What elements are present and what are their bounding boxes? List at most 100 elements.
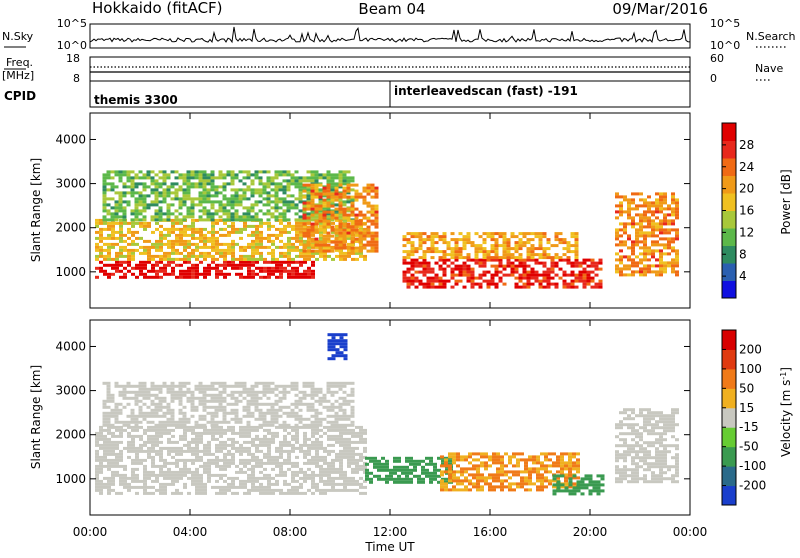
echo-cell — [131, 240, 135, 243]
echo-cell — [291, 270, 295, 273]
echo-cell — [159, 385, 163, 388]
echo-cell — [271, 468, 275, 471]
echo-cell — [219, 200, 223, 203]
echo-cell — [523, 259, 527, 262]
echo-cell — [215, 394, 219, 397]
echo-cell — [635, 435, 639, 438]
echo-cell — [263, 441, 267, 444]
echo-cell — [307, 188, 311, 191]
echo-cell — [495, 247, 499, 250]
echo-cell — [503, 283, 507, 286]
echo-cell — [275, 474, 279, 477]
echo-cell — [195, 176, 199, 179]
echo-cell — [215, 270, 219, 273]
echo-cell — [207, 477, 211, 480]
echo-cell — [147, 261, 151, 264]
echo-cell — [287, 264, 291, 267]
echo-cell — [483, 232, 487, 235]
echo-cell — [675, 198, 679, 201]
echo-cell — [139, 462, 143, 465]
echo-cell — [579, 265, 583, 268]
echo-cell — [411, 277, 415, 280]
echo-cell — [667, 213, 671, 216]
echo-cell — [183, 438, 187, 441]
echo-cell — [508, 482, 512, 485]
echo-cell — [647, 441, 651, 444]
echo-cell — [403, 238, 407, 241]
echo-cell — [440, 488, 444, 491]
echo-cell — [187, 258, 191, 261]
echo-cell — [239, 200, 243, 203]
echo-cell — [355, 426, 359, 429]
echo-cell — [409, 469, 413, 472]
echo-cell — [591, 277, 595, 280]
echo-cell — [375, 211, 379, 214]
echo-cell — [323, 223, 327, 226]
echo-cell — [127, 444, 131, 447]
echo-cell — [171, 492, 175, 495]
echo-cell — [219, 209, 223, 212]
echo-cell — [403, 262, 407, 265]
echo-cell — [127, 173, 131, 176]
echo-cell — [159, 258, 163, 261]
echo-cell — [275, 462, 279, 465]
echo-cell — [351, 412, 355, 415]
echo-cell — [199, 191, 203, 194]
echo-cell — [351, 483, 355, 486]
echo-cell — [397, 478, 401, 481]
echo-cell — [576, 461, 580, 464]
echo-cell — [171, 391, 175, 394]
echo-cell — [327, 238, 331, 241]
colorbar-tick-label: 8 — [739, 247, 747, 261]
echo-cell — [647, 456, 651, 459]
echo-cell — [311, 415, 315, 418]
echo-cell — [355, 229, 359, 232]
echo-cell — [171, 249, 175, 252]
echo-cell — [175, 474, 179, 477]
echo-cell — [159, 447, 163, 450]
echo-cell — [215, 474, 219, 477]
echo-cell — [355, 471, 359, 474]
echo-cell — [203, 462, 207, 465]
echo-cell — [335, 489, 339, 492]
echo-cell — [267, 424, 271, 427]
echo-cell — [135, 218, 139, 221]
echo-cell — [267, 246, 271, 249]
echo-cell — [271, 215, 275, 218]
echo-cell — [119, 432, 123, 435]
echo-cell — [195, 182, 199, 185]
echo-cell — [151, 438, 155, 441]
echo-cell — [211, 400, 215, 403]
echo-cell — [135, 459, 139, 462]
echo-cell — [487, 271, 491, 274]
echo-cell — [159, 483, 163, 486]
echo-cell — [343, 397, 347, 400]
echo-cell — [488, 455, 492, 458]
echo-cell — [555, 274, 559, 277]
echo-cell — [243, 228, 247, 231]
echo-cell — [532, 482, 536, 485]
echo-cell — [431, 247, 435, 250]
echo-cell — [111, 188, 115, 191]
echo-cell — [95, 258, 99, 261]
echo-cell — [311, 459, 315, 462]
echo-cell — [435, 250, 439, 253]
echo-cell — [279, 441, 283, 444]
echo-cell — [363, 432, 367, 435]
echo-cell — [183, 429, 187, 432]
echo-cell — [456, 458, 460, 461]
echo-cell — [107, 385, 111, 388]
echo-cell — [639, 258, 643, 261]
echo-cell — [203, 234, 207, 237]
echo-cell — [531, 268, 535, 271]
echo-cell — [647, 210, 651, 213]
echo-cell — [123, 267, 127, 270]
echo-cell — [351, 421, 355, 424]
echo-cell — [419, 265, 423, 268]
echo-cell — [495, 268, 499, 271]
echo-cell — [239, 228, 243, 231]
echo-cell — [643, 249, 647, 252]
echo-cell — [415, 262, 419, 265]
echo-cell — [263, 418, 267, 421]
echo-cell — [215, 438, 219, 441]
